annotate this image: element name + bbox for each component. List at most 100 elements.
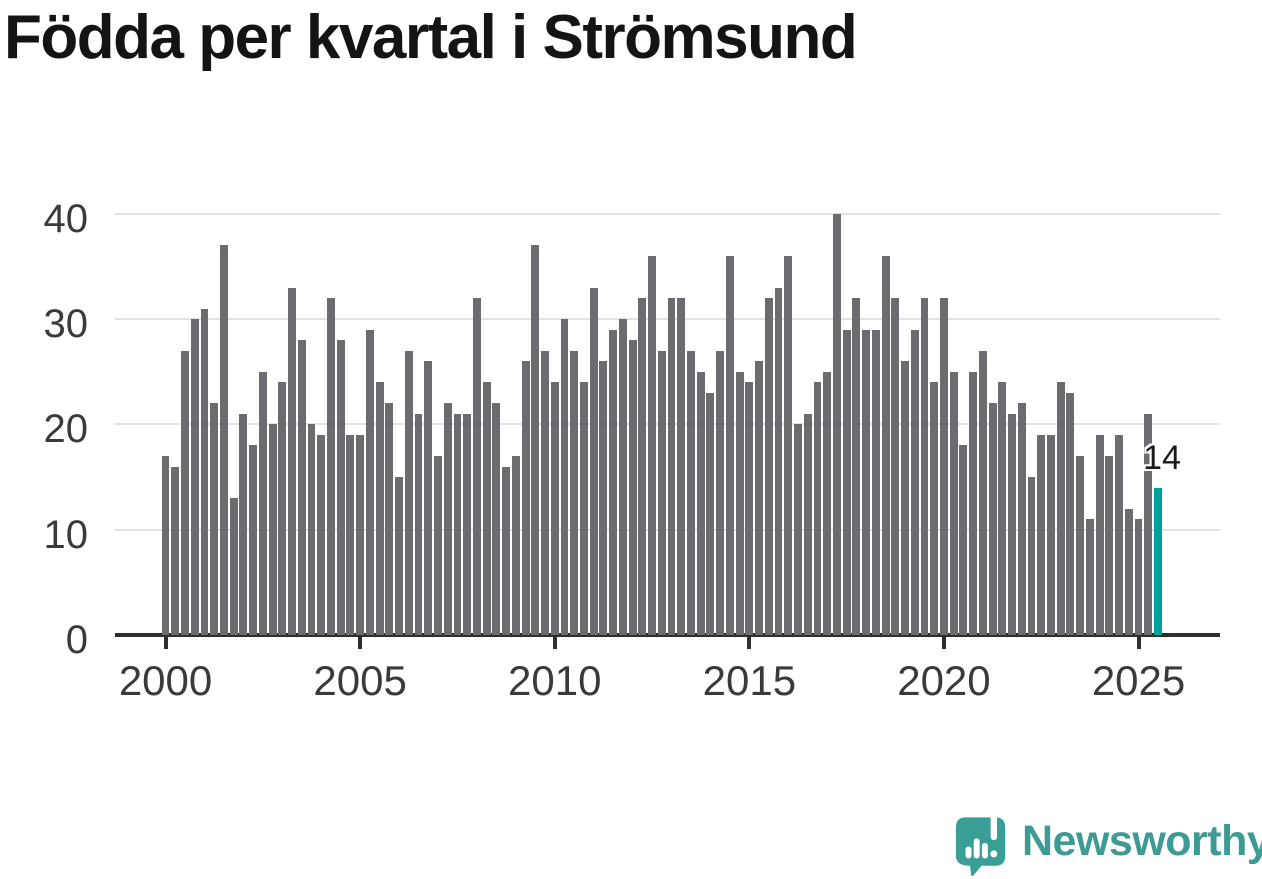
bar bbox=[589, 287, 598, 635]
bar bbox=[725, 255, 734, 635]
bar bbox=[677, 298, 686, 635]
bar bbox=[541, 350, 549, 635]
bar bbox=[959, 445, 968, 635]
bar bbox=[579, 382, 588, 635]
bar bbox=[463, 413, 472, 635]
axis-tick bbox=[552, 636, 557, 649]
y-axis-label: 0 bbox=[65, 618, 88, 662]
bar bbox=[288, 287, 296, 635]
bar bbox=[1017, 403, 1026, 635]
bar bbox=[356, 434, 365, 635]
bar bbox=[628, 340, 637, 635]
bar bbox=[521, 361, 530, 635]
bar bbox=[755, 361, 764, 635]
bar bbox=[930, 382, 939, 635]
bar bbox=[920, 298, 929, 635]
bar bbox=[774, 287, 783, 635]
bar bbox=[249, 445, 258, 635]
bar bbox=[229, 498, 238, 635]
bar bbox=[1095, 434, 1104, 635]
bar bbox=[570, 350, 579, 635]
newsworthy-icon bbox=[955, 813, 1006, 876]
axis-tick bbox=[941, 636, 946, 649]
bar bbox=[317, 434, 326, 635]
bar bbox=[210, 403, 219, 635]
bar bbox=[511, 455, 520, 635]
bar bbox=[910, 329, 919, 635]
bar bbox=[803, 413, 812, 635]
bar bbox=[832, 213, 841, 635]
bar bbox=[1076, 455, 1085, 635]
bar bbox=[706, 392, 715, 635]
bar bbox=[764, 298, 773, 635]
bar bbox=[404, 350, 413, 635]
bar bbox=[268, 424, 277, 635]
bar bbox=[239, 413, 248, 635]
bar bbox=[1115, 434, 1124, 635]
x-axis-label: 2025 bbox=[1091, 657, 1186, 704]
bar bbox=[472, 298, 481, 635]
y-axis-label: 20 bbox=[43, 407, 89, 452]
bar bbox=[1027, 477, 1036, 635]
axis-tick bbox=[747, 636, 752, 649]
bar bbox=[375, 382, 384, 635]
bar bbox=[638, 298, 647, 635]
bar bbox=[609, 329, 618, 635]
bar bbox=[901, 361, 909, 635]
x-axis-label: 2010 bbox=[508, 657, 602, 704]
gridline bbox=[115, 318, 1220, 321]
bar bbox=[1066, 392, 1075, 635]
bar bbox=[327, 298, 335, 635]
bar bbox=[297, 340, 306, 635]
x-axis-label: 2000 bbox=[118, 657, 213, 704]
highlight-value-label: 14 bbox=[1143, 439, 1181, 477]
x-axis-label: 2005 bbox=[313, 657, 407, 704]
bar bbox=[258, 371, 267, 635]
bar bbox=[1056, 382, 1065, 635]
bar bbox=[1047, 434, 1055, 635]
bar bbox=[200, 308, 209, 635]
axis-tick bbox=[1136, 636, 1141, 649]
bar bbox=[949, 371, 958, 635]
axis-tick bbox=[358, 636, 363, 649]
bar bbox=[978, 350, 987, 635]
y-axis-label: 30 bbox=[43, 302, 89, 347]
bar bbox=[1085, 519, 1094, 635]
gridline bbox=[115, 423, 1220, 426]
bar bbox=[1037, 434, 1046, 635]
bar bbox=[560, 319, 569, 635]
axis-tick bbox=[163, 636, 168, 649]
bar bbox=[365, 329, 374, 635]
bar bbox=[862, 329, 871, 635]
bar bbox=[794, 424, 802, 635]
bar bbox=[424, 361, 433, 635]
bar bbox=[482, 382, 491, 635]
gridline bbox=[115, 528, 1220, 531]
y-axis-label: 10 bbox=[43, 512, 89, 557]
bar bbox=[219, 245, 228, 635]
bar bbox=[531, 245, 540, 635]
bar bbox=[823, 371, 832, 635]
bar bbox=[161, 455, 170, 635]
bar bbox=[813, 382, 822, 635]
bar bbox=[336, 340, 345, 635]
bar bbox=[502, 466, 511, 635]
axis-baseline bbox=[115, 633, 1220, 637]
newsworthy-logo: Newsworthy bbox=[944, 808, 1262, 876]
bar bbox=[648, 255, 656, 635]
bar bbox=[443, 403, 452, 635]
x-axis-label: 2020 bbox=[897, 657, 991, 704]
bar bbox=[940, 298, 948, 635]
bar bbox=[696, 371, 705, 635]
bar bbox=[434, 455, 442, 635]
bar bbox=[667, 298, 676, 635]
bar bbox=[414, 413, 423, 635]
chart-title: Födda per kvartal i Strömsund bbox=[4, 3, 858, 72]
bar bbox=[716, 350, 725, 635]
bar bbox=[453, 413, 462, 635]
bar bbox=[346, 434, 355, 635]
bar bbox=[307, 424, 316, 635]
bar bbox=[1134, 519, 1143, 635]
bar bbox=[618, 319, 627, 635]
